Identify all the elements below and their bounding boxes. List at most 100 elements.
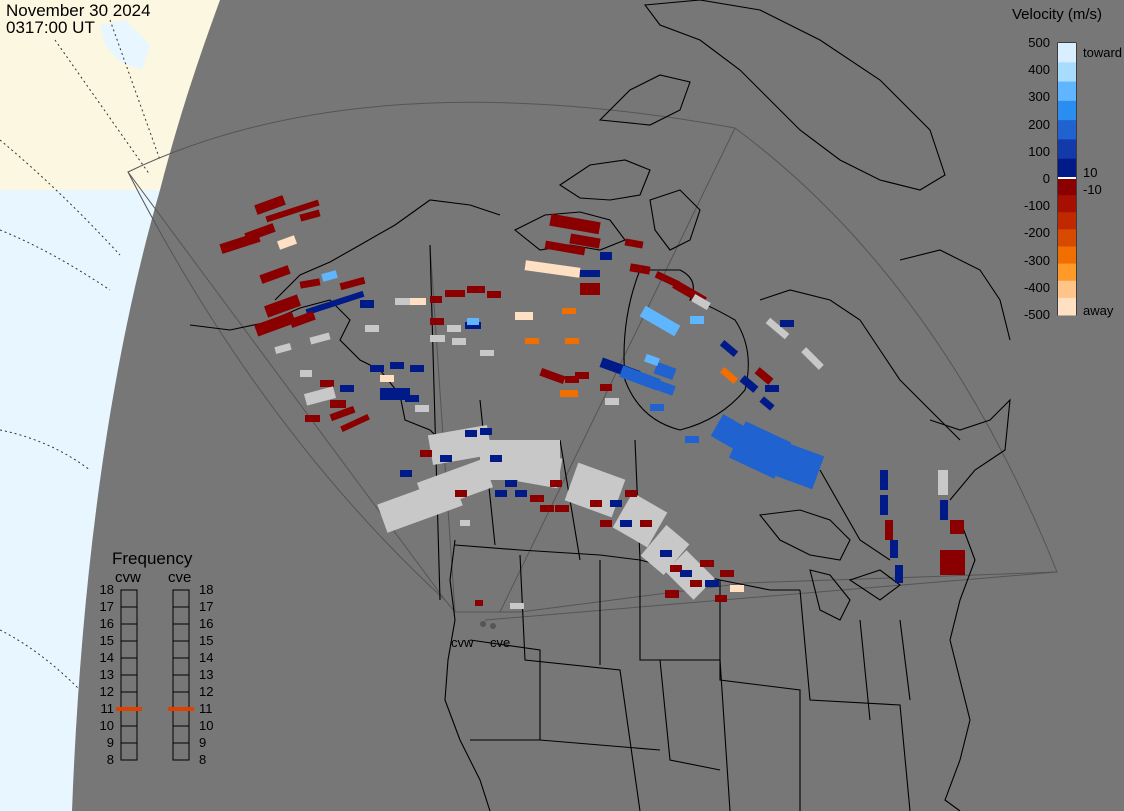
velocity-cell: [600, 384, 612, 391]
velocity-cell: [300, 370, 312, 377]
colorbar-tick-label: -300: [1010, 253, 1050, 268]
velocity-cell: [938, 470, 948, 495]
velocity-cell: [460, 520, 470, 526]
velocity-cell: [460, 440, 472, 447]
velocity-cell: [640, 520, 652, 527]
velocity-cell: [880, 495, 888, 515]
colorbar-tick-label: -500: [1010, 307, 1050, 322]
freq-scale-label: 16: [199, 616, 219, 631]
velocity-cell: [680, 570, 692, 577]
velocity-cell: [420, 450, 432, 457]
freq-scale-label: 10: [199, 718, 219, 733]
colorbar-segment: [1058, 178, 1076, 196]
velocity-cell: [880, 470, 888, 490]
velocity-cell: [465, 430, 477, 437]
velocity-cell: [620, 520, 632, 527]
colorbar-tick-label: -200: [1010, 225, 1050, 240]
velocity-cell: [400, 470, 412, 477]
freq-indicator-cvw: [116, 707, 142, 711]
freq-indicator-cve: [168, 707, 194, 711]
velocity-cell: [600, 252, 612, 260]
colorbar-tick-label: 300: [1010, 89, 1050, 104]
velocity-cell: [530, 495, 544, 502]
velocity-cell: [475, 600, 483, 606]
velocity-cell: [690, 580, 702, 587]
velocity-cell: [705, 580, 719, 587]
velocity-cell: [715, 595, 727, 602]
colorbar-segment: [1058, 212, 1076, 230]
velocity-cell: [440, 455, 452, 462]
velocity-cell: [730, 585, 744, 592]
colorbar-segment: [1058, 247, 1076, 265]
freq-scale-label: 10: [94, 718, 114, 733]
colorbar-segment: [1058, 281, 1076, 299]
velocity-cell: [605, 398, 619, 405]
velocity-cell: [430, 335, 445, 342]
velocity-cell: [487, 291, 501, 298]
velocity-cell: [540, 505, 554, 512]
velocity-cell: [562, 308, 576, 314]
velocity-cell: [467, 286, 485, 293]
freq-radar-label-cvw: cvw: [115, 569, 141, 586]
colorbar-segment: [1058, 101, 1076, 121]
freq-scale-label: 16: [94, 616, 114, 631]
velocity-cell: [320, 380, 334, 387]
velocity-colorbar: [1058, 43, 1076, 316]
colorbar-tick-label: -100: [1010, 198, 1050, 213]
velocity-cell: [480, 350, 494, 356]
colorbar-segment: [1058, 298, 1076, 316]
colorbar-tick-label: 100: [1010, 144, 1050, 159]
freq-scale-label: 15: [94, 633, 114, 648]
colorbar-segment: [1058, 264, 1076, 282]
velocity-cell: [430, 296, 442, 303]
freq-scale-label: 11: [199, 701, 219, 716]
velocity-cell: [600, 520, 612, 527]
freq-scale-label: 17: [199, 599, 219, 614]
colorbar-neg10-label: -10: [1083, 182, 1102, 197]
frequency-title: Frequency: [112, 549, 192, 569]
velocity-cell: [575, 372, 589, 379]
velocity-cell: [360, 300, 374, 308]
velocity-cell: [650, 404, 664, 411]
velocity-cell: [550, 480, 562, 487]
freq-scale-label: 8: [94, 752, 114, 767]
velocity-cell: [452, 338, 466, 345]
velocity-cell: [560, 390, 578, 397]
velocity-cell: [490, 455, 502, 462]
velocity-cell: [365, 325, 379, 332]
colorbar-segment: [1058, 43, 1076, 63]
velocity-cell: [480, 428, 492, 435]
velocity-cell: [340, 385, 354, 392]
colorbar-title: Velocity (m/s): [1012, 6, 1102, 23]
velocity-cell: [720, 570, 734, 577]
time-label: 0317:00 UT: [6, 19, 95, 36]
velocity-cell: [700, 560, 714, 567]
freq-scale-label: 14: [94, 650, 114, 665]
velocity-cell: [895, 565, 903, 583]
velocity-cell: [505, 480, 517, 487]
velocity-cell: [590, 500, 602, 507]
freq-scale-label: 12: [199, 684, 219, 699]
velocity-cell: [555, 505, 569, 512]
velocity-cell: [330, 400, 346, 408]
station-marker-cvw: [480, 621, 486, 627]
colorbar-segment: [1058, 229, 1076, 247]
velocity-cell: [380, 375, 394, 382]
colorbar-tick-label: 500: [1010, 35, 1050, 50]
freq-scale-label: 13: [199, 667, 219, 682]
velocity-cell: [940, 500, 948, 520]
velocity-cell: [445, 290, 465, 297]
date-label: November 30 2024: [6, 2, 151, 19]
velocity-cell: [305, 415, 320, 422]
velocity-cell: [890, 540, 898, 558]
velocity-cell: [467, 318, 479, 325]
velocity-cell: [765, 385, 779, 392]
colorbar-tick-label: 400: [1010, 62, 1050, 77]
velocity-cell: [665, 590, 679, 598]
velocity-cell: [447, 325, 461, 332]
velocity-cell: [430, 318, 444, 325]
station-label-cvw: cvw: [451, 635, 473, 650]
colorbar-segment: [1058, 82, 1076, 102]
freq-scale-label: 13: [94, 667, 114, 682]
